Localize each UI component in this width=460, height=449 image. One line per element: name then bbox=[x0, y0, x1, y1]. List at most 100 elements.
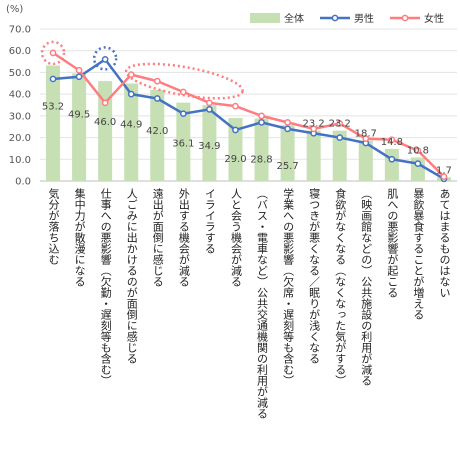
line-point bbox=[310, 125, 318, 133]
bar bbox=[358, 140, 373, 181]
line-point bbox=[127, 90, 135, 98]
line-point bbox=[127, 71, 135, 78]
legend-label: 男性 bbox=[354, 12, 374, 25]
data-label: 23.2 bbox=[303, 119, 325, 130]
x-category-label: （映画館などの）公共施設の利用が減る bbox=[359, 188, 373, 386]
x-category-text: 仕事への悪影響（欠勤・遅刻等も含む） bbox=[99, 188, 113, 386]
data-label: 1.7 bbox=[436, 165, 452, 176]
bar bbox=[384, 148, 399, 181]
line-point bbox=[153, 95, 161, 102]
legend-swatch bbox=[250, 13, 280, 23]
x-category-label: 気分が落ち込む bbox=[46, 188, 60, 265]
x-category-text: 外出する機会が減る bbox=[177, 188, 191, 287]
y-tick-label: 30.0 bbox=[9, 111, 31, 122]
line-point bbox=[75, 73, 83, 81]
data-label: 28.8 bbox=[250, 154, 272, 165]
x-category-label: あてはまるものはない bbox=[437, 188, 451, 298]
x-category-label: 肌への悪影響が起こる bbox=[385, 188, 399, 298]
data-label: 36.1 bbox=[172, 139, 194, 150]
legend-label: 女性 bbox=[424, 12, 444, 25]
y-tick-label: 20.0 bbox=[9, 133, 31, 144]
bar bbox=[46, 65, 61, 181]
line-point bbox=[284, 119, 291, 126]
line-point bbox=[284, 125, 291, 133]
highlight-circle-male bbox=[92, 46, 118, 71]
line-point bbox=[206, 105, 213, 113]
x-category-label: 人と会う機会が減る bbox=[228, 188, 242, 287]
y-tick-label: 40.0 bbox=[9, 90, 31, 101]
line-series bbox=[49, 49, 448, 183]
x-category-text: 人ごみに出かけるのが面倒に感じる bbox=[125, 188, 139, 364]
x-category-text: 気分が落ち込む bbox=[47, 188, 61, 265]
x-category-text: （映画館などの）公共施設の利用が減る bbox=[359, 188, 373, 386]
line-point bbox=[414, 147, 422, 154]
data-label: 42.0 bbox=[146, 126, 168, 137]
y-tick-label: 60.0 bbox=[9, 46, 31, 57]
x-category-label: 寝つきが悪くなる／眠りが浅くなる bbox=[307, 188, 321, 364]
line-point bbox=[336, 134, 344, 141]
x-category-label: （バス・電車など）公共交通機関の利用が減る bbox=[255, 188, 269, 419]
x-category-text: 人と会う機会が減る bbox=[229, 188, 243, 287]
bar bbox=[306, 130, 321, 181]
data-label: 29.0 bbox=[224, 154, 246, 165]
x-category-label: 仕事への悪影響（欠勤・遅刻等も含む） bbox=[98, 188, 112, 386]
x-category-text: 寝つきが悪くなる／眠りが浅くなる bbox=[307, 188, 321, 364]
x-category-label: 暴飲暴食することが増える bbox=[411, 188, 425, 320]
bar bbox=[254, 118, 269, 181]
bar bbox=[72, 73, 87, 181]
line-point bbox=[414, 160, 422, 167]
legend-label: 全体 bbox=[284, 12, 304, 25]
x-category-text: 暴飲暴食することが増える bbox=[411, 188, 425, 320]
x-category-label: 学業への悪影響（欠席・遅刻等も含む） bbox=[281, 188, 295, 386]
line-point bbox=[258, 119, 265, 126]
x-category-text: （バス・電車など）公共交通機関の利用が減る bbox=[255, 188, 269, 419]
highlight-ellipse-female bbox=[124, 62, 244, 100]
line-point bbox=[49, 49, 57, 57]
x-category-label: 人ごみに出かけるのが面倒に感じる bbox=[124, 188, 138, 364]
x-category-label: イライラする bbox=[202, 188, 216, 254]
data-label: 18.7 bbox=[355, 128, 377, 139]
x-category-text: 学業への悪影響（欠席・遅刻等も含む） bbox=[281, 188, 295, 386]
line-女性 bbox=[52, 51, 445, 178]
line-point bbox=[440, 173, 448, 181]
data-label: 49.5 bbox=[68, 110, 90, 121]
bar bbox=[124, 83, 139, 181]
x-category-text: 遠出が面倒に感じる bbox=[151, 188, 165, 287]
y-tick-label: 10.0 bbox=[9, 155, 31, 166]
bar bbox=[150, 89, 165, 181]
x-category-label: 遠出が面倒に感じる bbox=[150, 188, 164, 287]
line-point bbox=[179, 88, 187, 96]
line-男性 bbox=[52, 58, 445, 180]
line-point bbox=[362, 135, 370, 143]
legend-marker bbox=[331, 14, 339, 22]
data-label: 10.8 bbox=[407, 146, 429, 157]
x-category-text: イライラする bbox=[203, 188, 217, 254]
highlight-circles bbox=[40, 40, 244, 100]
data-label: 53.2 bbox=[42, 101, 64, 112]
line-point bbox=[258, 112, 265, 120]
data-label: 34.9 bbox=[198, 141, 220, 152]
bar bbox=[228, 118, 243, 181]
bar bbox=[176, 102, 191, 181]
line-point bbox=[101, 56, 109, 63]
y-tick-label: 0.0 bbox=[15, 177, 31, 188]
bar bbox=[280, 125, 295, 181]
legend-marker bbox=[401, 14, 409, 22]
x-category-text: あてはまるものはない bbox=[437, 188, 451, 298]
x-category-label: 集中力が散漫になる bbox=[72, 188, 86, 287]
x-category-text: 肌への悪影響が起こる bbox=[385, 188, 399, 298]
y-unit-label: (%) bbox=[6, 4, 23, 15]
line-point bbox=[153, 77, 161, 85]
bar bbox=[202, 105, 217, 181]
line-point bbox=[232, 102, 239, 110]
data-labels: 53.2 49.5 46.0 44.9 42.0 36.1 34.9 29.0 28.8 25.7… bbox=[42, 101, 452, 176]
line-point bbox=[101, 99, 109, 107]
x-category-label: 外出する機会が減る bbox=[176, 188, 190, 287]
line-point bbox=[388, 155, 396, 163]
x-category-label: 食欲がなくなる（なくなった気がする） bbox=[333, 188, 347, 386]
line-point bbox=[179, 110, 187, 118]
y-axis-ticks: 0.0 10.0 20.0 30.0 40.0 50.0 60.0 70.0 bbox=[9, 25, 31, 188]
line-point bbox=[336, 120, 344, 127]
data-label: 14.8 bbox=[381, 137, 403, 148]
bar-series bbox=[46, 65, 451, 181]
